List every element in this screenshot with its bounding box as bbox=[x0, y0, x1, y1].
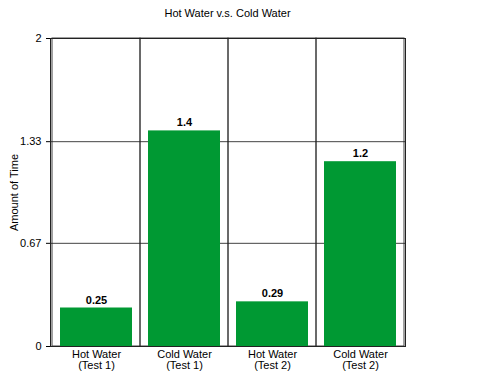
svg-text:1.4: 1.4 bbox=[177, 116, 193, 128]
svg-text:2: 2 bbox=[35, 32, 41, 44]
svg-text:0.29: 0.29 bbox=[262, 287, 283, 299]
svg-text:Cold Water(Test 1): Cold Water(Test 1) bbox=[157, 348, 212, 371]
svg-text:0: 0 bbox=[35, 340, 41, 352]
svg-text:0.25: 0.25 bbox=[86, 294, 107, 306]
svg-text:Cold Water(Test 2): Cold Water(Test 2) bbox=[333, 348, 388, 371]
svg-text:0.67: 0.67 bbox=[20, 237, 41, 249]
svg-text:1.33: 1.33 bbox=[20, 135, 41, 147]
html-text:Hot Water v.s. Cold Water: Hot Water v.s. Cold Water bbox=[164, 7, 291, 19]
svg-text:1.2: 1.2 bbox=[353, 147, 368, 159]
svg-text:Amount of Time: Amount of Time bbox=[8, 154, 20, 231]
svg-text:Hot Water(Test 1): Hot Water(Test 1) bbox=[72, 348, 121, 371]
svg-text:Hot Water(Test 2): Hot Water(Test 2) bbox=[248, 348, 297, 371]
